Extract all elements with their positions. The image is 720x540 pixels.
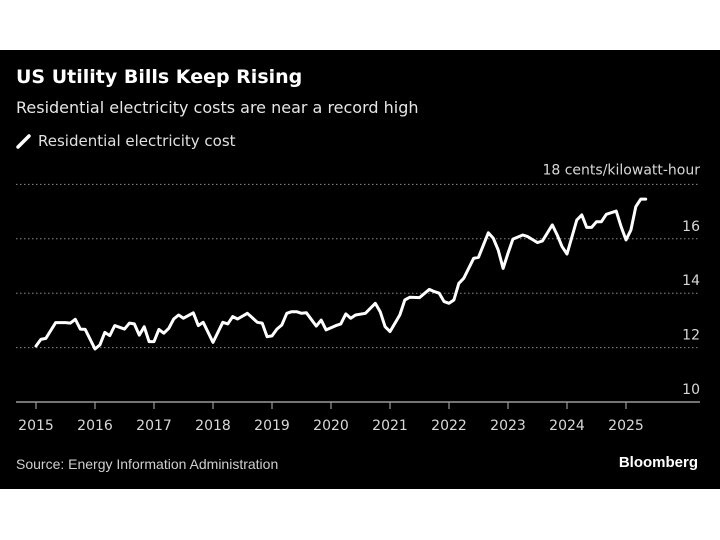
legend-line-icon (16, 134, 31, 149)
chart-title: US Utility Bills Keep Rising (16, 66, 303, 88)
y-tick-label: 18 cents/kilowatt-hour (542, 162, 700, 178)
y-tick-label: 16 (682, 219, 700, 235)
chart-subtitle: Residential electricity costs are near a… (16, 98, 419, 117)
series-line-residential-electricity-cost (34, 197, 648, 351)
legend-label: Residential electricity cost (38, 132, 236, 150)
x-tick-label: 2016 (77, 418, 113, 434)
x-tick-label: 2025 (608, 418, 644, 434)
chart-panel (0, 50, 720, 489)
x-tick-label: 2019 (254, 418, 290, 434)
y-tick-label: 10 (682, 382, 700, 398)
x-tick-label: 2022 (431, 418, 467, 434)
x-tick-label: 2024 (549, 418, 585, 434)
y-tick-label: 14 (682, 273, 700, 289)
y-tick-label: 12 (682, 328, 700, 344)
source-note: Source: Energy Information Administratio… (16, 456, 279, 472)
x-tick-label: 2023 (490, 418, 526, 434)
x-tick-label: 2017 (136, 418, 172, 434)
x-tick-label: 2018 (195, 418, 231, 434)
x-tick-label: 2021 (372, 418, 408, 434)
x-tick-label: 2020 (313, 418, 349, 434)
legend: Residential electricity cost (16, 132, 236, 150)
bloomberg-logo: Bloomberg (618, 454, 698, 471)
x-tick-label: 2015 (18, 418, 54, 434)
